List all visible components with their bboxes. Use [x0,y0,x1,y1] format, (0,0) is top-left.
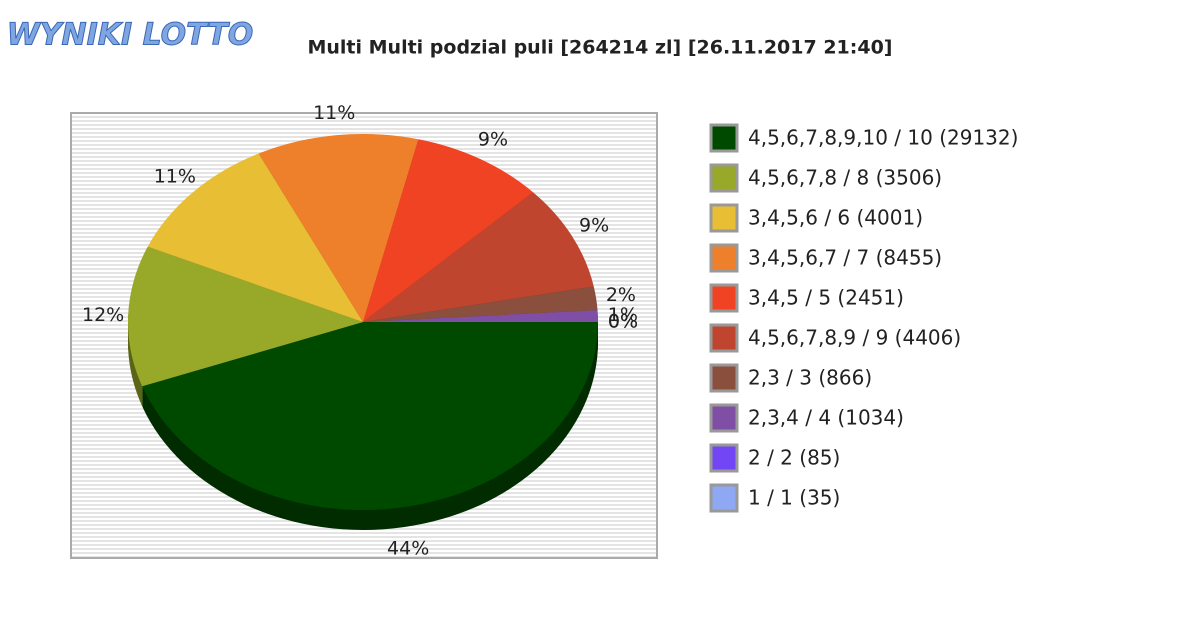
legend-swatch [709,443,739,473]
chart-title: Multi Multi podzial puli [264214 zl] [26… [307,37,892,59]
slice [363,139,534,322]
slice [363,286,598,322]
slice-label: 12% [82,304,124,326]
slice-label: 2% [606,284,636,306]
slice [147,153,363,322]
slice-label: 11% [313,102,355,124]
slice-label: 0% [608,311,638,333]
slice-label: 44% [387,537,429,559]
legend-label: 3,4,5,6,7 / 7 (8455) [748,246,942,270]
slice [258,134,419,322]
legend-label: 4,5,6,7,8,9 / 9 (4406) [748,326,961,350]
legend-label: 4,5,6,7,8 / 8 (3506) [748,166,942,190]
slice [363,310,598,322]
slice [142,322,598,511]
slice-label: 9% [478,129,508,151]
legend: 4,5,6,7,8,9,10 / 10 (29132) 4,5,6,7,8 / 8… [709,123,1018,513]
legend-swatch [709,483,739,513]
legend-swatch [709,403,739,433]
pie-labels: 44%12%11%11%9%9%2%1%0%0% [82,102,638,560]
legend-swatch [709,323,739,353]
legend-label: 2,3,4 / 4 (1034) [748,406,904,430]
legend-label: 2 / 2 (85) [748,446,840,470]
pie-tops [128,134,598,511]
slice [363,192,594,322]
slice-label: 1% [608,304,638,326]
slice-label: 9% [579,214,609,236]
legend-label: 3,4,5,6 / 6 (4001) [748,206,923,230]
legend-label: 4,5,6,7,8,9,10 / 10 (29132) [748,126,1018,150]
legend-swatch [709,243,739,273]
slice [128,246,363,387]
legend-label: 3,4,5 / 5 (2451) [748,286,904,310]
logo: WYNIKI LOTTO [7,18,254,53]
legend-swatch [709,123,739,153]
legend-swatch [709,163,739,193]
slice-label: 11% [154,166,196,188]
legend-label: 2,3 / 3 (866) [748,366,872,390]
legend-swatch [709,283,739,313]
slice-label: 0% [608,311,638,333]
legend-label: 1 / 1 (35) [748,486,840,510]
legend-swatch [709,203,739,233]
legend-swatch [709,363,739,393]
